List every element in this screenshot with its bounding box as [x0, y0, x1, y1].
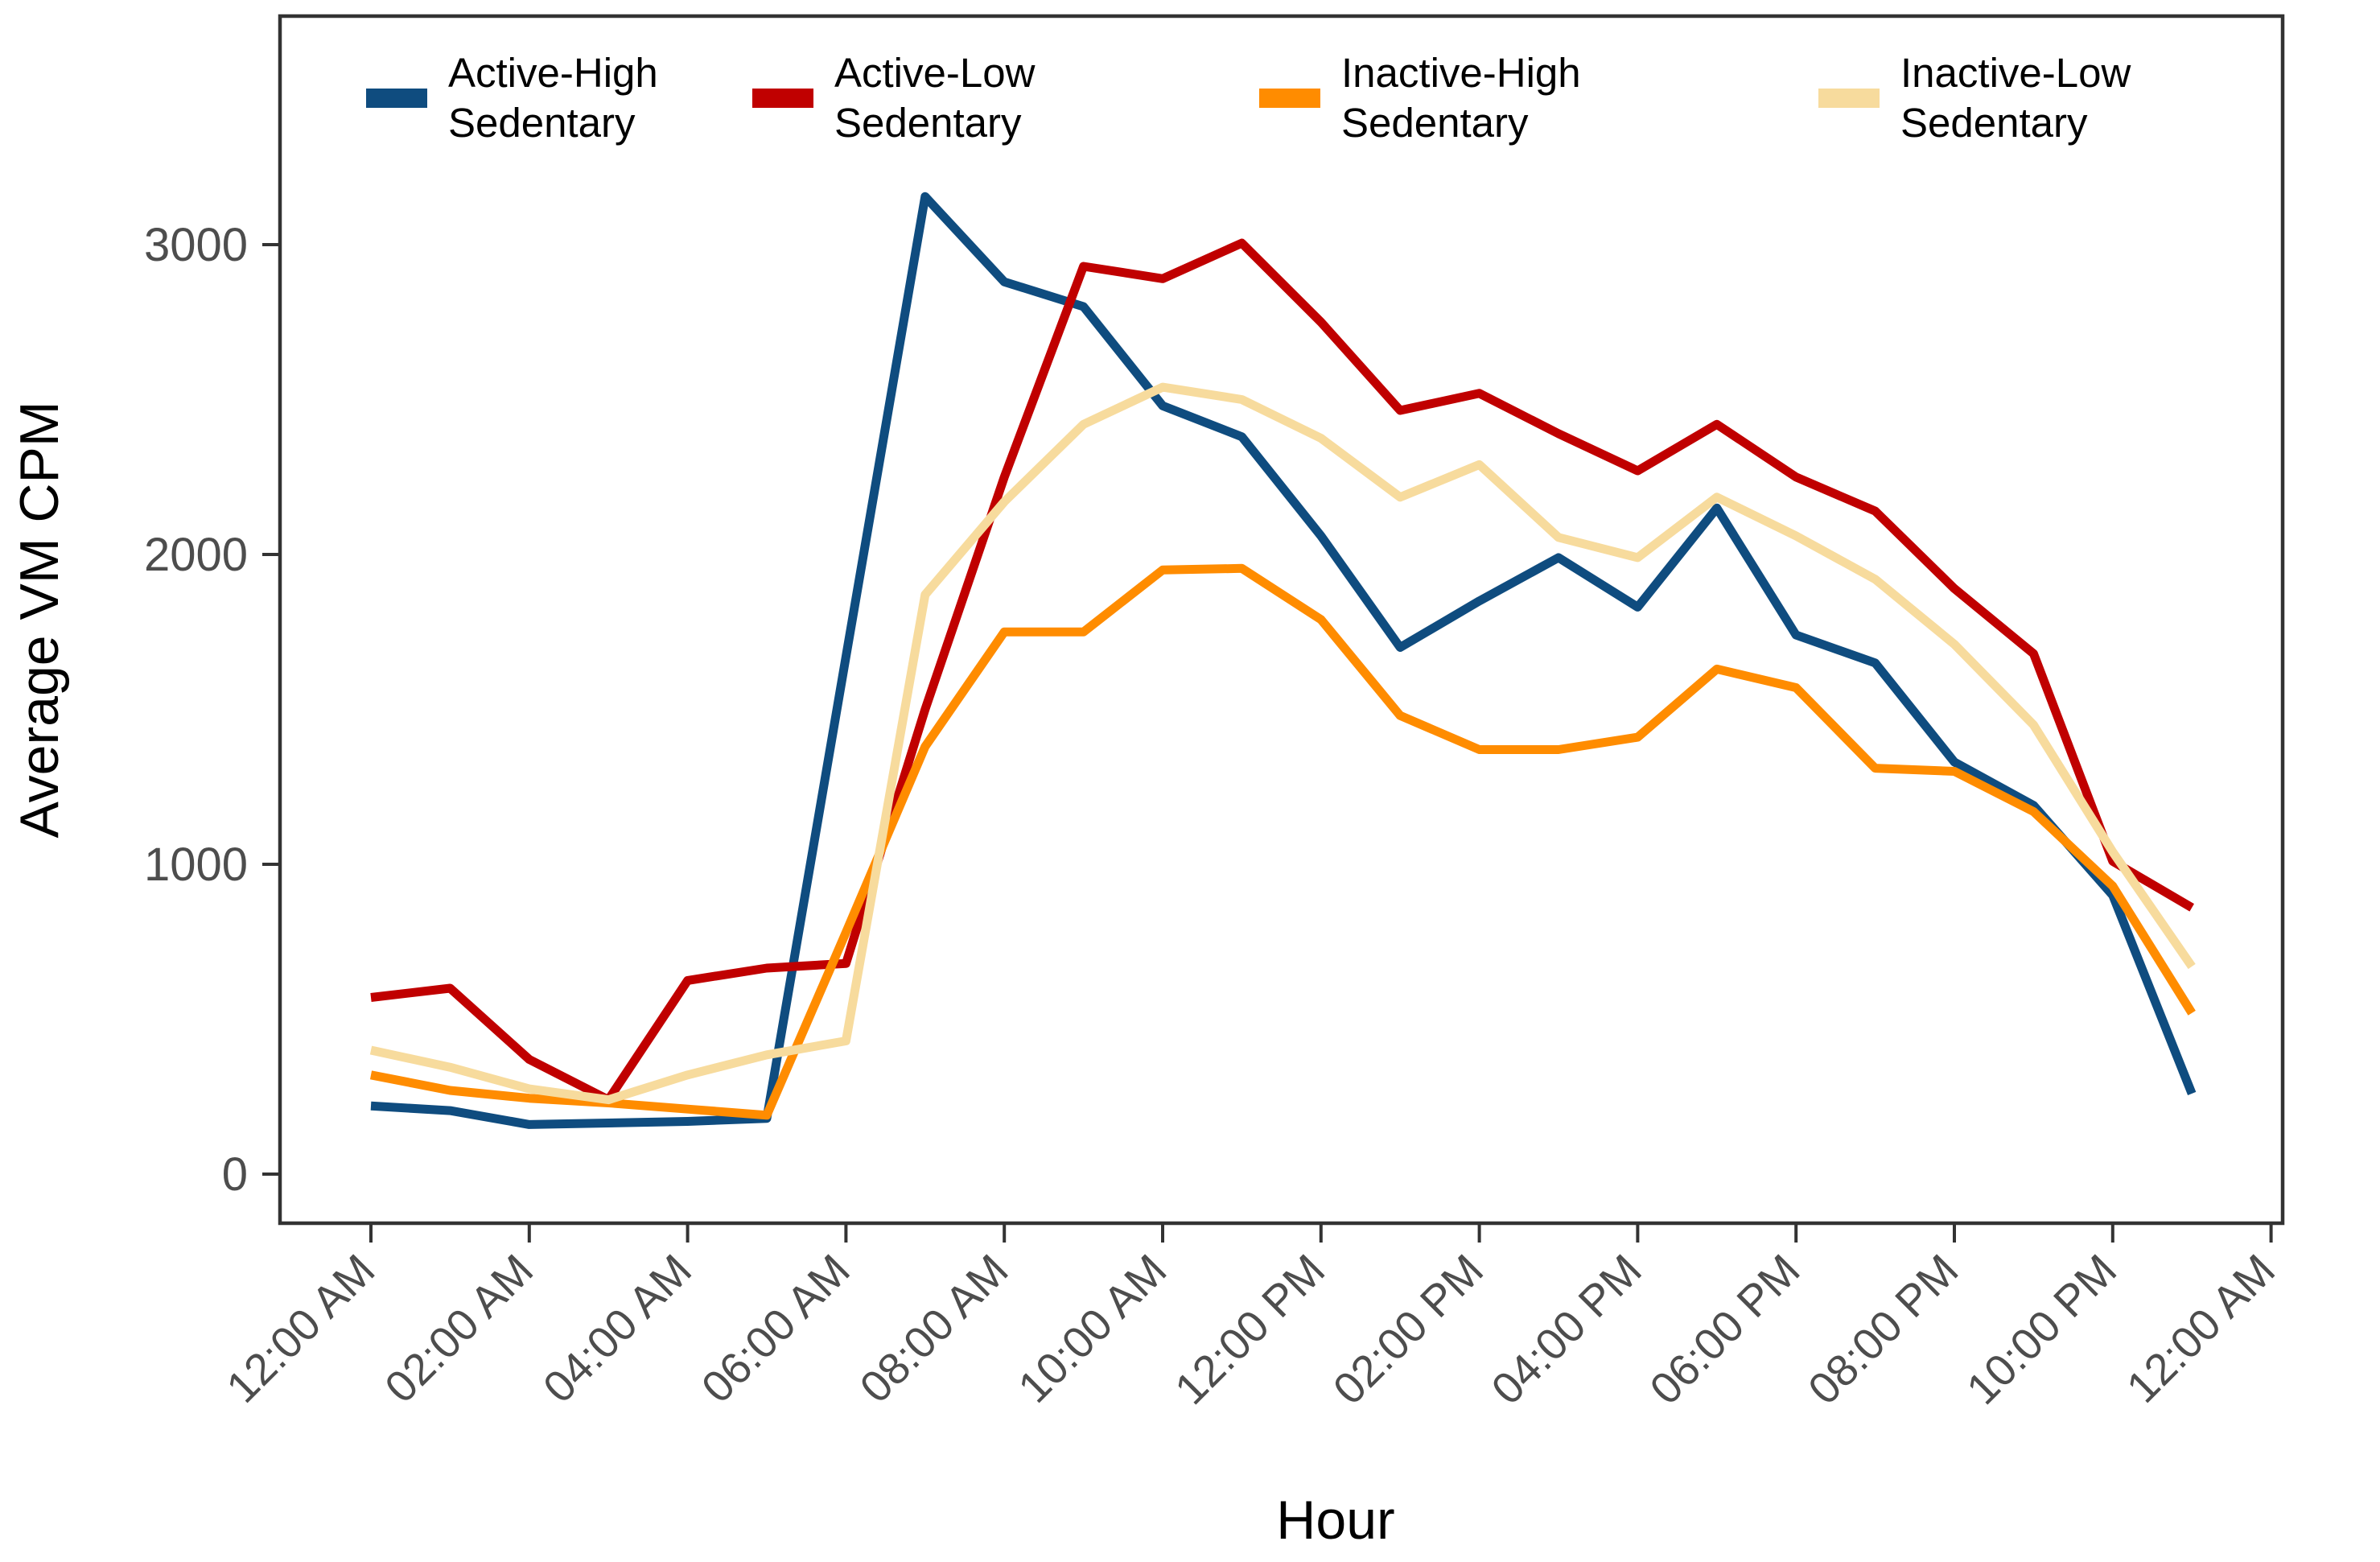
legend-label-line2: Sedentary	[1341, 100, 1529, 146]
legend-label-line2: Sedentary	[1900, 100, 2088, 146]
legend-swatch	[366, 89, 427, 108]
legend-label-line1: Inactive-Low	[1900, 50, 2131, 96]
y-axis-title: Average VM CPM	[9, 402, 70, 839]
legend-label-line2: Sedentary	[448, 100, 636, 146]
legend-swatch	[1818, 89, 1880, 108]
y-tick-label: 1000	[144, 839, 248, 891]
y-tick-label: 3000	[144, 219, 248, 271]
y-tick-label: 0	[222, 1148, 248, 1201]
legend-label-line2: Sedentary	[834, 100, 1022, 146]
y-tick-label: 2000	[144, 529, 248, 581]
x-axis-title: Hour	[1276, 1490, 1394, 1551]
series-line-inactive-low-sedentary	[369, 382, 2196, 1105]
legend-label-line1: Active-Low	[834, 50, 1036, 96]
plot-panel-border	[278, 14, 2285, 1226]
legend-label-line1: Active-High	[448, 50, 658, 96]
legend: Active-HighSedentaryActive-LowSedentaryI…	[366, 50, 2131, 146]
series-lines	[369, 192, 2197, 1129]
series-line-inactive-high-sedentary	[369, 563, 2196, 1120]
legend-swatch	[1259, 89, 1320, 108]
y-axis: 0 1000 2000 3000	[144, 219, 280, 1201]
series-line-active-low-sedentary	[370, 238, 2194, 1105]
legend-swatch	[752, 89, 813, 108]
legend-label-line1: Inactive-High	[1341, 50, 1581, 96]
series-line-active-high-sedentary	[370, 192, 2197, 1129]
